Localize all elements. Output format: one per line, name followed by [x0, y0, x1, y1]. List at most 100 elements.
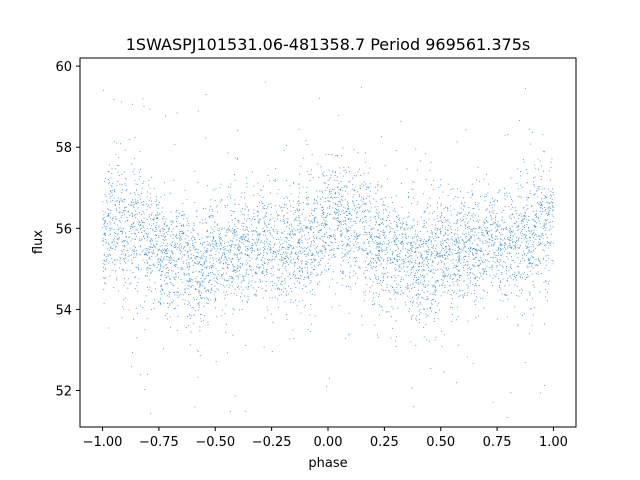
data-point — [274, 256, 276, 258]
data-point — [437, 279, 439, 281]
data-point — [364, 228, 365, 230]
data-point — [166, 295, 168, 297]
data-point — [251, 230, 253, 232]
data-point — [148, 257, 150, 259]
data-point — [257, 211, 259, 213]
data-point — [474, 285, 476, 287]
data-point — [245, 235, 247, 237]
data-point — [340, 220, 342, 222]
data-point — [228, 279, 230, 281]
data-point — [353, 175, 355, 177]
data-point — [125, 262, 127, 264]
data-point — [291, 223, 293, 225]
data-point — [271, 259, 273, 261]
data-point — [506, 265, 507, 267]
data-point — [185, 242, 187, 244]
data-point — [536, 235, 538, 237]
data-point — [301, 235, 303, 237]
data-point — [112, 183, 113, 185]
data-point — [281, 232, 283, 234]
data-point — [315, 275, 317, 277]
data-point — [415, 294, 417, 296]
data-point — [166, 282, 168, 284]
data-point — [234, 265, 236, 267]
data-point — [206, 302, 208, 304]
data-point — [430, 184, 432, 186]
data-point — [193, 224, 195, 226]
data-point — [306, 197, 307, 199]
data-point — [117, 229, 119, 230]
data-point — [533, 232, 535, 234]
data-point — [460, 225, 462, 226]
data-point — [481, 251, 483, 252]
data-point — [551, 259, 553, 261]
data-point — [540, 207, 542, 209]
data-point — [539, 160, 541, 162]
data-point — [358, 207, 360, 209]
data-point — [279, 283, 281, 285]
data-point — [346, 211, 348, 213]
data-point — [456, 141, 458, 143]
data-point — [341, 284, 343, 286]
data-point — [256, 206, 258, 208]
data-point — [430, 230, 432, 232]
data-point — [206, 252, 208, 253]
data-point — [483, 235, 485, 237]
data-point — [509, 215, 511, 217]
data-point — [140, 374, 142, 376]
data-point — [464, 246, 466, 248]
data-point — [117, 233, 119, 235]
data-point — [395, 150, 397, 151]
data-point — [149, 240, 151, 242]
data-point — [508, 244, 510, 246]
data-point — [504, 221, 506, 223]
data-point — [457, 196, 459, 198]
data-point — [284, 240, 286, 242]
data-point — [322, 245, 324, 247]
data-point — [420, 160, 422, 162]
data-point — [503, 193, 505, 194]
data-point — [236, 239, 238, 241]
data-point — [294, 253, 296, 255]
data-point — [533, 241, 535, 243]
data-point — [224, 242, 226, 244]
data-point — [484, 270, 486, 272]
data-point — [270, 218, 271, 220]
data-point — [472, 208, 474, 209]
data-point — [262, 280, 263, 282]
data-point — [529, 292, 531, 294]
data-point — [148, 289, 150, 291]
data-point — [220, 238, 222, 240]
data-point — [103, 277, 105, 279]
data-point — [277, 213, 278, 215]
data-point — [478, 264, 480, 266]
data-point — [259, 254, 261, 256]
data-point — [287, 248, 289, 250]
data-point — [202, 282, 204, 284]
data-point — [286, 246, 288, 248]
data-point — [143, 201, 145, 202]
data-point — [301, 213, 303, 215]
data-point — [306, 203, 308, 205]
data-point — [165, 115, 166, 117]
data-point — [335, 203, 337, 205]
data-point — [466, 264, 468, 266]
data-point — [303, 250, 305, 252]
data-point — [168, 250, 170, 252]
data-point — [108, 214, 109, 216]
data-point — [139, 176, 141, 177]
data-point — [172, 270, 174, 272]
data-point — [419, 322, 421, 324]
data-point — [176, 291, 178, 293]
data-point — [248, 274, 249, 276]
data-point — [524, 227, 525, 228]
data-point — [324, 248, 326, 250]
data-point — [376, 241, 378, 243]
data-point — [146, 219, 148, 220]
data-point — [505, 294, 507, 296]
data-point — [285, 295, 287, 297]
data-point — [322, 257, 324, 259]
data-point — [181, 238, 183, 240]
data-point — [457, 273, 459, 275]
data-point — [125, 221, 127, 223]
